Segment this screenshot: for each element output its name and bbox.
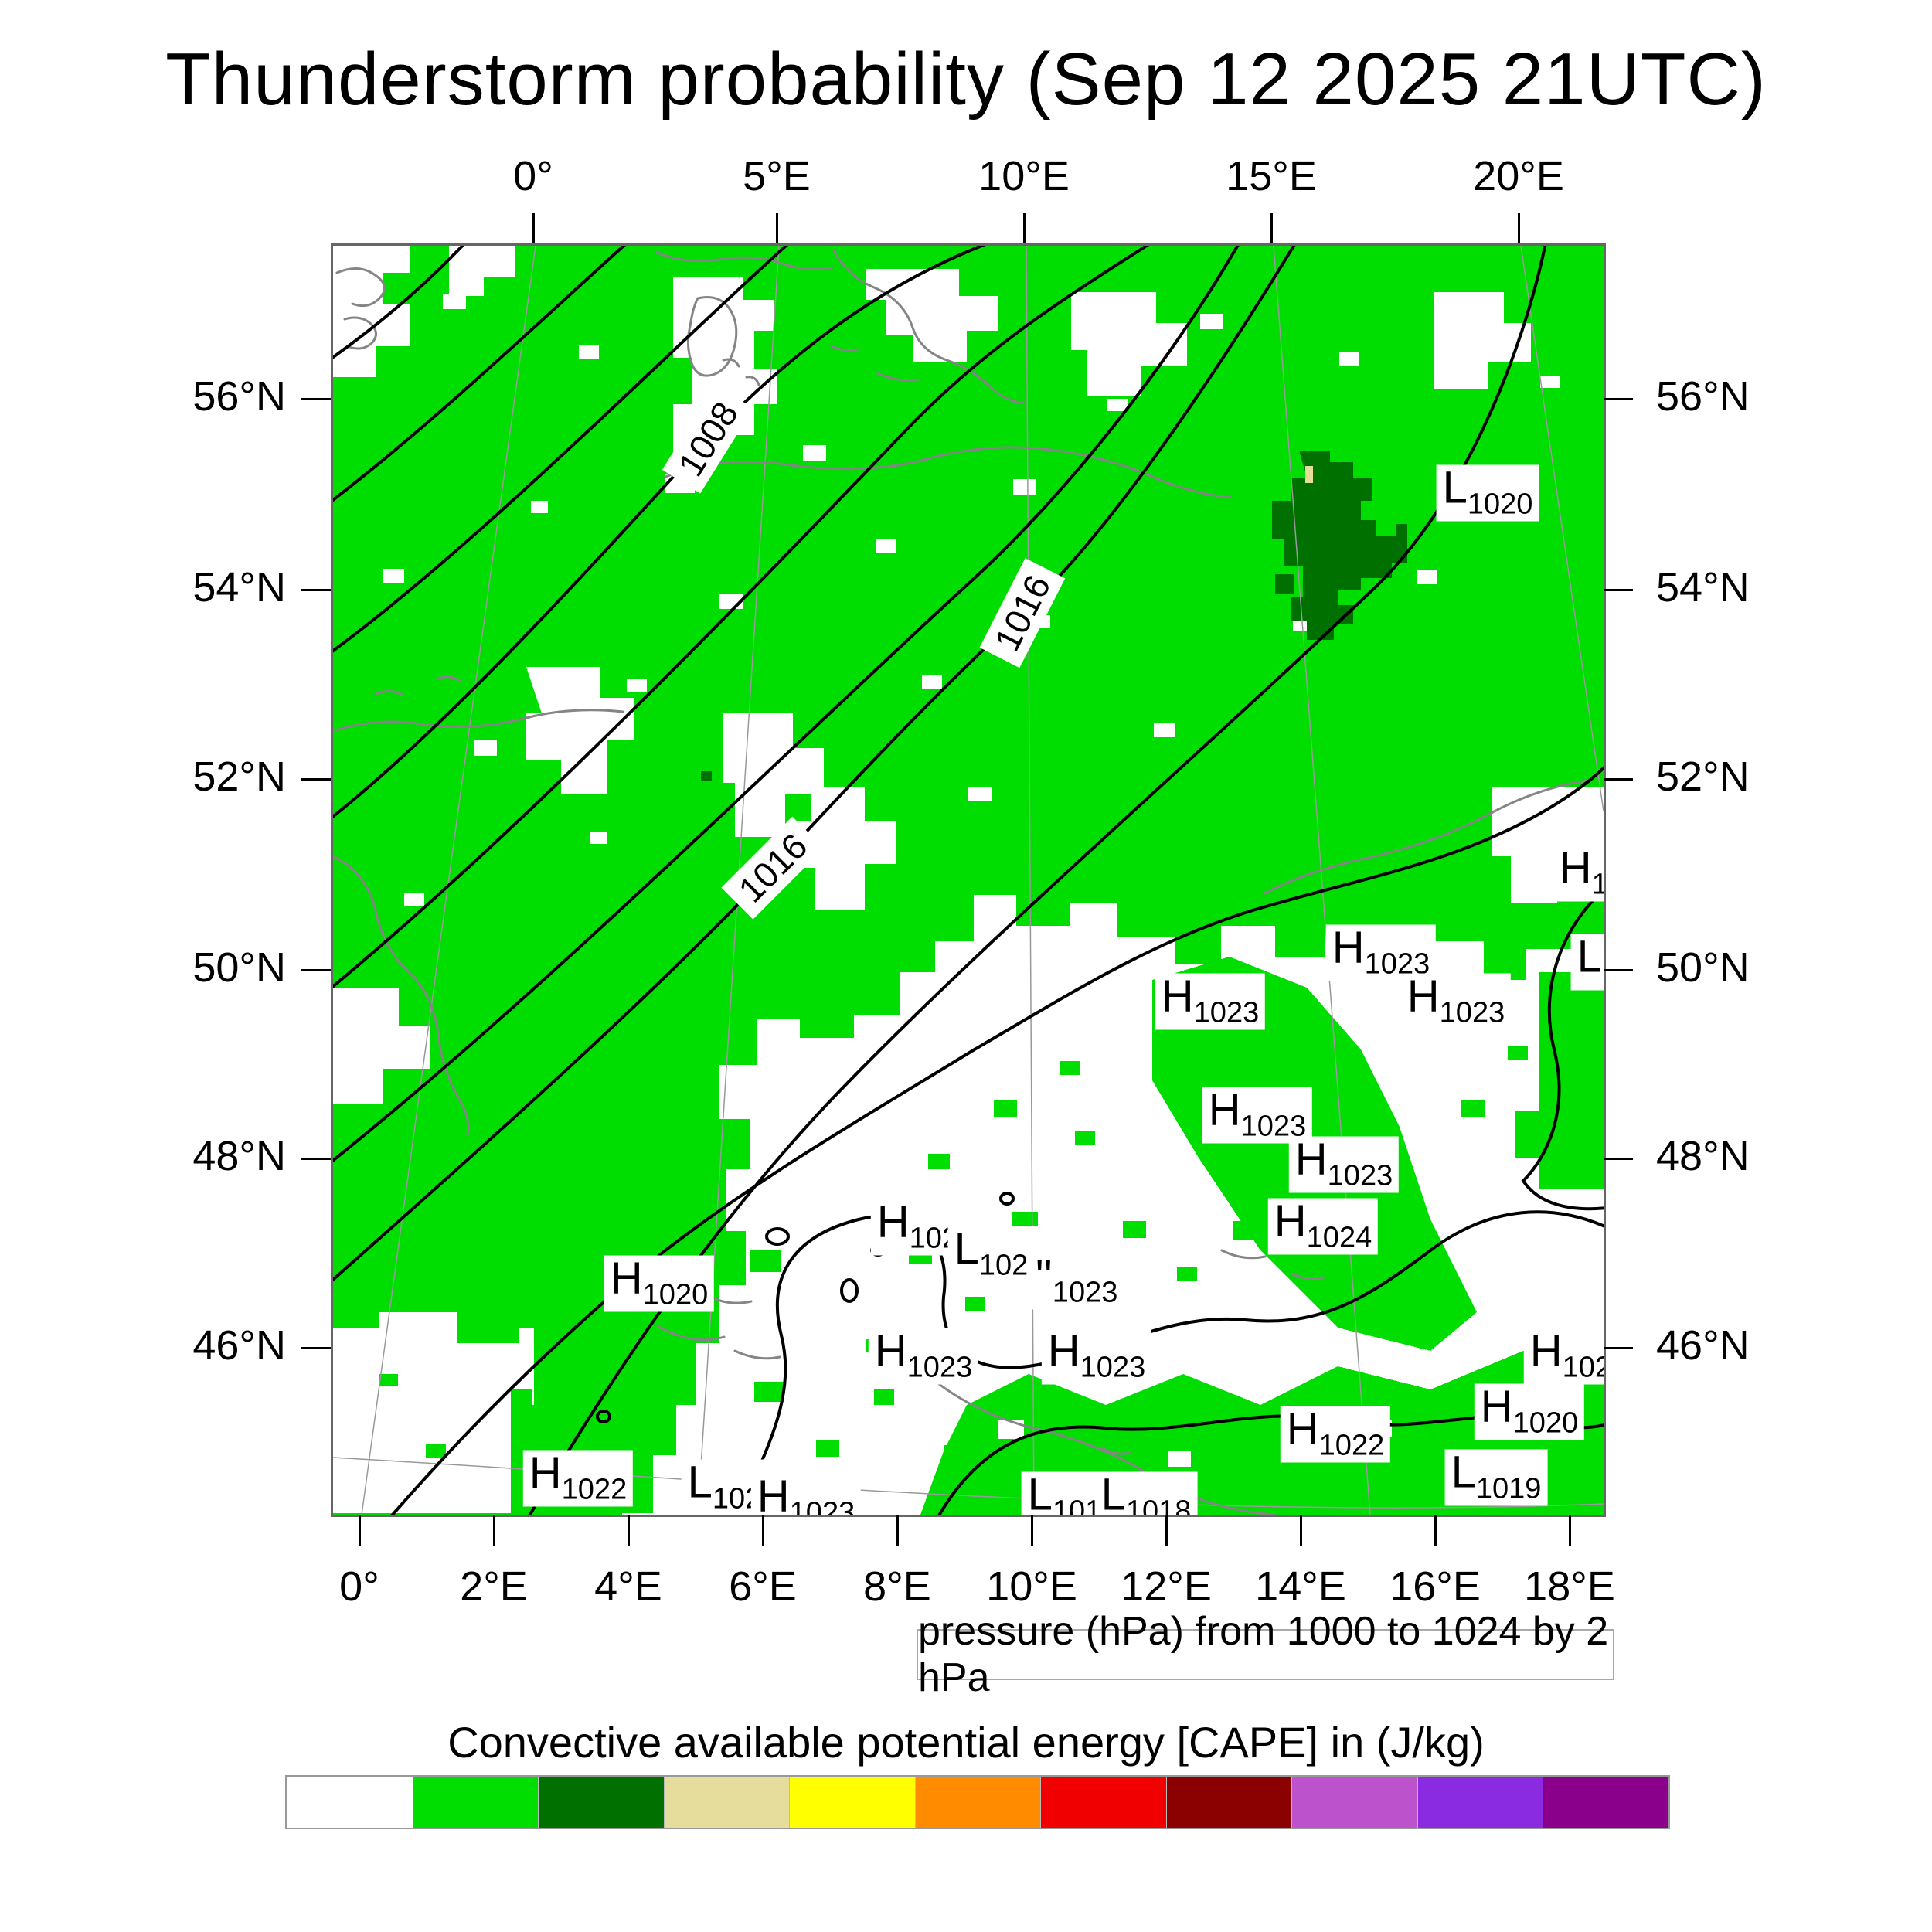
cape-colorbar — [285, 1775, 1670, 1829]
lon-label: 0° — [513, 153, 553, 199]
lat-label: 46°N — [1656, 1322, 1750, 1369]
tick-mark — [301, 778, 331, 781]
tick-mark — [1569, 1515, 1571, 1546]
page-title: Thunderstorm probability (Sep 12 2025 21… — [165, 38, 1767, 121]
pressure-center-label: L1018 — [1570, 934, 1604, 991]
tick-mark — [1604, 398, 1633, 400]
pressure-center-label: H1023 — [1288, 1136, 1400, 1193]
lon-label: 20°E — [1473, 153, 1564, 199]
tick-mark — [628, 1515, 630, 1546]
lat-label: 50°N — [1656, 944, 1750, 991]
pressure-center-label: L1018 — [1094, 1471, 1198, 1515]
tick-mark — [762, 1515, 764, 1546]
pressure-center-label: H1023 — [750, 1473, 862, 1515]
lat-label: 52°N — [1656, 753, 1750, 800]
tick-mark — [1604, 1347, 1633, 1349]
cape-500-1000-patch — [1272, 451, 1407, 640]
colorbar-segment — [287, 1777, 413, 1828]
tick-mark — [359, 1515, 361, 1546]
lon-label: 5°E — [743, 153, 811, 199]
colorbar-segment — [538, 1777, 664, 1828]
pressure-center-label: H1023 — [1041, 1328, 1152, 1385]
lat-label: 48°N — [192, 1133, 286, 1179]
tick-mark — [776, 213, 778, 243]
colorbar-segment — [1417, 1777, 1543, 1828]
lon-label: 18°E — [1524, 1563, 1615, 1610]
lat-label: 54°N — [1656, 564, 1750, 611]
colorbar-segment — [1165, 1777, 1292, 1828]
tick-mark — [1023, 213, 1026, 243]
pressure-caption-text: pressure (hPa) from 1000 to 1024 by 2 hP… — [918, 1609, 1609, 1700]
tick-mark — [1604, 969, 1633, 971]
map-frame: 1008 1016 1016 L1020 H1020 H1023 H1023 — [331, 243, 1606, 1517]
pressure-center-label: L1018 — [1021, 1471, 1124, 1515]
lat-label: 56°N — [1656, 373, 1750, 420]
tick-mark — [1165, 1515, 1168, 1546]
lon-label: 4°E — [594, 1563, 662, 1610]
pressure-center-label: H1024 — [1267, 1198, 1379, 1255]
colorbar-segment — [1291, 1777, 1417, 1828]
tick-mark — [1300, 1515, 1302, 1546]
cape-1000-1500-pixel — [1305, 466, 1313, 483]
colorbar-segment — [1543, 1777, 1669, 1828]
tick-mark — [1518, 213, 1520, 243]
pressure-center-label: H1023 — [1325, 924, 1437, 981]
lat-label: 50°N — [192, 944, 286, 991]
lon-label: 2°E — [460, 1563, 528, 1610]
lon-label: 10°E — [978, 153, 1070, 199]
colorbar-segment — [412, 1777, 539, 1828]
lat-label: 54°N — [192, 564, 286, 611]
pressure-center-label: H1023 — [868, 1328, 979, 1385]
colorbar-segment — [914, 1777, 1041, 1828]
tick-mark — [301, 969, 331, 971]
tick-mark — [532, 213, 535, 243]
pressure-center-layer: L1020 H1020 H1023 H1023 H1023 L1018 H102… — [333, 246, 1604, 1515]
pressure-center-label: H1023 — [1155, 973, 1266, 1030]
tick-mark — [1270, 213, 1273, 243]
lon-label: 14°E — [1255, 1563, 1346, 1610]
tick-mark — [896, 1515, 899, 1546]
tick-mark — [301, 589, 331, 591]
lat-label: 56°N — [192, 373, 286, 420]
pressure-center-label: H1020 — [1474, 1383, 1585, 1440]
lat-label: 46°N — [192, 1322, 286, 1369]
tick-mark — [301, 1347, 331, 1349]
lon-label: 15°E — [1226, 153, 1317, 199]
pressure-center-label: H1020 — [1553, 845, 1604, 902]
pressure-center-label: H1022 — [1280, 1406, 1391, 1463]
tick-mark — [1604, 778, 1633, 781]
tick-mark — [1031, 1515, 1033, 1546]
pressure-center-label: H1023 — [1400, 973, 1512, 1030]
colorbar-segment — [1040, 1777, 1166, 1828]
colorbar-segment — [789, 1777, 915, 1828]
tick-mark — [301, 1158, 331, 1160]
lon-label: 6°E — [729, 1563, 797, 1610]
tick-mark — [1604, 589, 1633, 591]
pressure-center-label: H1020 — [604, 1255, 715, 1312]
lon-label: 16°E — [1389, 1563, 1481, 1610]
lon-label: 10°E — [986, 1563, 1077, 1610]
lat-label: 48°N — [1656, 1133, 1750, 1179]
tick-mark — [301, 398, 331, 400]
legend-title: Convective available potential energy [C… — [447, 1718, 1485, 1767]
lat-label: 52°N — [192, 753, 286, 800]
pressure-caption-box: pressure (hPa) from 1000 to 1024 by 2 hP… — [917, 1609, 1614, 1700]
tick-mark — [493, 1515, 495, 1546]
map-canvas: 1008 1016 1016 L1020 H1020 H1023 H1023 — [333, 246, 1604, 1515]
colorbar-segment — [663, 1777, 790, 1828]
tick-mark — [1434, 1515, 1437, 1546]
pressure-center-label: L1020 — [1436, 464, 1539, 522]
pressure-center-label: H1020 — [1523, 1328, 1604, 1385]
tick-mark — [1604, 1158, 1633, 1160]
lon-label: 12°E — [1121, 1563, 1212, 1610]
lon-label: 8°E — [863, 1563, 931, 1610]
pressure-center-label: L1019 — [1444, 1449, 1548, 1506]
colorbar-tick-labels — [0, 1838, 1932, 1884]
pressure-center-label: H1022 — [522, 1450, 634, 1507]
pressure-center-label: H1023 — [1202, 1087, 1313, 1144]
pressure-center-label: ''1023 — [1029, 1253, 1124, 1310]
lon-label: 0° — [339, 1563, 379, 1610]
